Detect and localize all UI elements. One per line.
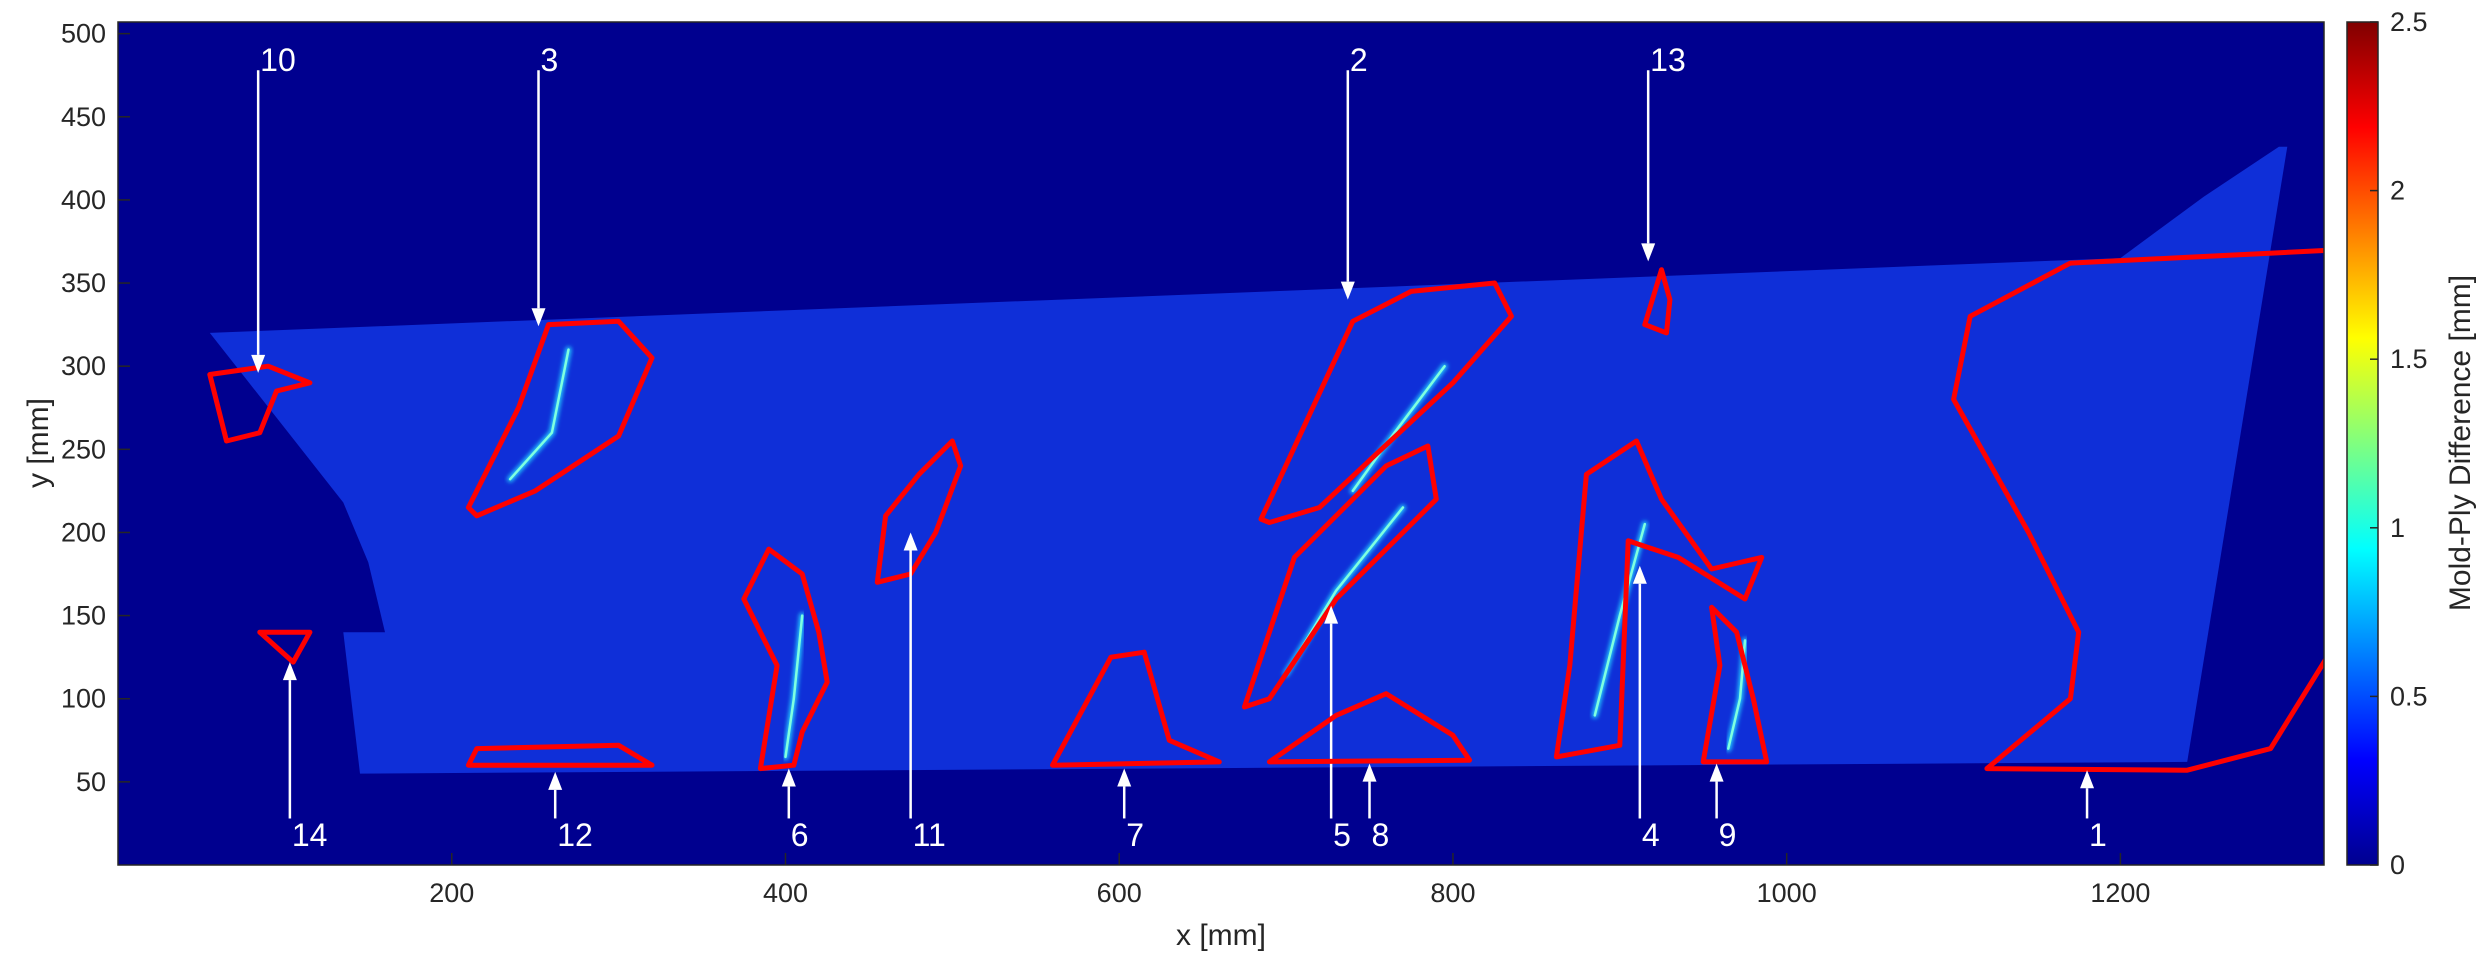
region-outline-1 bbox=[1951, 247, 2324, 773]
region-label-7: 7 bbox=[1126, 817, 1144, 853]
colorbar-tick-label: 2.5 bbox=[2390, 7, 2428, 37]
region-arrowhead-3 bbox=[531, 308, 546, 327]
region-arrowhead-5 bbox=[1324, 605, 1339, 624]
colorbar-tick-label: 0.5 bbox=[2390, 681, 2428, 711]
region-label-2: 2 bbox=[1350, 42, 1368, 78]
x-axis: 200 400 600 800 1000 1200 bbox=[429, 853, 2150, 908]
region-arrowhead-1 bbox=[2080, 770, 2095, 789]
y-tick-label: 500 bbox=[61, 19, 106, 49]
region-label-6: 6 bbox=[791, 817, 809, 853]
y-tick-label: 50 bbox=[76, 767, 106, 797]
y-tick-label: 400 bbox=[61, 185, 106, 215]
region-label-8: 8 bbox=[1372, 817, 1390, 853]
defect-streak bbox=[784, 614, 804, 759]
x-tick-label: 1200 bbox=[2090, 878, 2150, 908]
colorbar-scale bbox=[2346, 21, 2379, 866]
y-tick-label: 350 bbox=[61, 268, 106, 298]
defect-streak bbox=[508, 348, 570, 481]
x-tick-label: 600 bbox=[1097, 878, 1142, 908]
region-arrowhead-2 bbox=[1340, 281, 1355, 300]
y-tick-label: 150 bbox=[61, 601, 106, 631]
defect-streak bbox=[1593, 522, 1647, 717]
colorbar-label: Mold-Ply Difference [mm] bbox=[2444, 275, 2477, 611]
colorbar-tick-label: 1.5 bbox=[2390, 344, 2428, 374]
region-outline-6 bbox=[741, 546, 830, 772]
region-outline-4 bbox=[1553, 438, 1765, 760]
x-axis-label: x [mm] bbox=[1176, 919, 1266, 952]
region-arrowhead-4 bbox=[1632, 565, 1647, 584]
region-arrowhead-10 bbox=[251, 354, 266, 373]
region-outline-12 bbox=[465, 742, 655, 768]
region-outline-5 bbox=[1241, 443, 1439, 710]
region-arrowhead-13 bbox=[1641, 243, 1656, 262]
part-surface bbox=[209, 146, 2288, 774]
colorbar: 0 0.5 1 1.5 2 2.5 bbox=[2346, 7, 2428, 880]
colorbar-tick-label: 0 bbox=[2390, 850, 2405, 880]
region-label-13: 13 bbox=[1650, 42, 1686, 78]
region-label-1: 1 bbox=[2089, 817, 2107, 853]
region-arrowhead-6 bbox=[781, 768, 796, 787]
region-label-5: 5 bbox=[1333, 817, 1351, 853]
y-axis: 50 100 150 200 250 300 350 400 450 500 bbox=[61, 19, 130, 797]
plot-frame bbox=[117, 21, 2325, 866]
x-tick-label: 1000 bbox=[1757, 878, 1817, 908]
region-outline-11 bbox=[874, 438, 964, 585]
region-arrowhead-11 bbox=[903, 532, 918, 551]
y-tick-label: 250 bbox=[61, 434, 106, 464]
region-outline-13 bbox=[1642, 267, 1673, 336]
region-arrowhead-7 bbox=[1117, 768, 1132, 787]
region-outline-3 bbox=[465, 318, 655, 519]
region-outline-9 bbox=[1700, 604, 1770, 765]
region-outline-14 bbox=[257, 629, 313, 665]
region-outline-8 bbox=[1266, 691, 1473, 765]
region-label-9: 9 bbox=[1719, 817, 1737, 853]
y-tick-label: 100 bbox=[61, 684, 106, 714]
region-outline-10 bbox=[207, 363, 313, 444]
region-label-12: 12 bbox=[557, 817, 593, 853]
y-tick-label: 300 bbox=[61, 351, 106, 381]
region-arrowhead-14 bbox=[282, 662, 297, 681]
colorbar-tick-label: 2 bbox=[2390, 176, 2405, 206]
x-tick-label: 800 bbox=[1430, 878, 1475, 908]
y-tick-label: 450 bbox=[61, 102, 106, 132]
region-outline-7 bbox=[1050, 649, 1222, 768]
region-label-4: 4 bbox=[1642, 817, 1660, 853]
x-tick-label: 400 bbox=[763, 878, 808, 908]
region-label-10: 10 bbox=[260, 42, 296, 78]
region-arrowhead-8 bbox=[1362, 763, 1377, 782]
defect-streak bbox=[1351, 364, 1446, 493]
region-label-11: 11 bbox=[913, 817, 946, 853]
y-tick-label: 200 bbox=[61, 517, 106, 547]
region-arrowhead-9 bbox=[1709, 763, 1724, 782]
y-axis-label: y [mm] bbox=[22, 398, 55, 488]
x-tick-label: 200 bbox=[429, 878, 474, 908]
region-arrowhead-12 bbox=[548, 771, 563, 790]
region-label-14: 14 bbox=[292, 817, 328, 853]
region-outline-2 bbox=[1258, 280, 1514, 525]
region-label-3: 3 bbox=[541, 42, 559, 78]
colorbar-tick-label: 1 bbox=[2390, 513, 2405, 543]
